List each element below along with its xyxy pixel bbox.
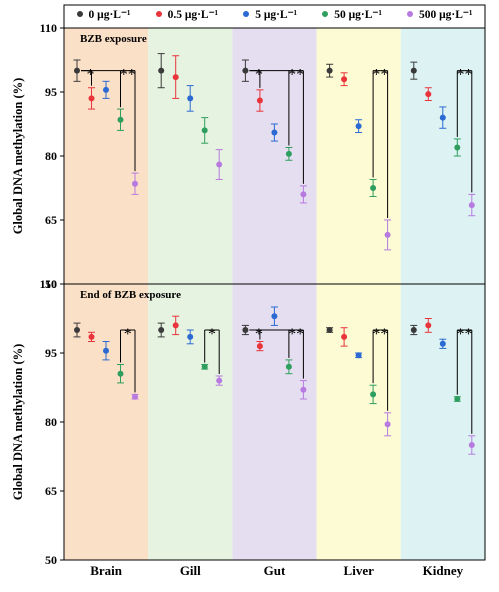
legend-label: 50 μg·L⁻¹	[334, 9, 382, 21]
data-point	[410, 327, 417, 333]
sig-mark: **	[288, 326, 304, 343]
sig-mark: *	[87, 67, 95, 84]
y-axis-label: Global DNA methylation (%)	[11, 344, 25, 501]
data-point	[454, 144, 461, 151]
data-point	[74, 67, 80, 74]
legend-item: 50 μg·L⁻¹	[322, 7, 382, 21]
legend-item: 0 μg·L⁻¹	[76, 7, 131, 21]
y-tick-label: 50	[45, 553, 57, 567]
data-point	[103, 86, 109, 93]
x-tick-label: Gill	[180, 563, 201, 578]
sig-mark: **	[288, 67, 304, 84]
data-point	[326, 67, 333, 74]
data-point	[187, 333, 194, 340]
y-tick-label: 110	[40, 277, 57, 291]
data-point	[242, 67, 249, 74]
data-point	[341, 76, 348, 83]
legend-label: 500 μg·L⁻¹	[418, 9, 473, 21]
data-point	[439, 340, 446, 347]
data-point	[117, 370, 124, 377]
sig-mark: *	[255, 326, 263, 343]
data-point	[370, 185, 377, 191]
data-point	[172, 322, 179, 329]
data-point	[370, 391, 377, 398]
data-point	[468, 442, 475, 448]
data-point	[256, 97, 263, 104]
data-point	[271, 313, 278, 320]
y-tick-label: 110	[40, 21, 57, 35]
data-point	[158, 67, 165, 74]
sig-mark: *	[255, 67, 263, 84]
sig-mark: **	[372, 326, 388, 343]
data-point	[425, 322, 432, 329]
data-point	[201, 127, 208, 134]
data-point	[103, 347, 109, 354]
legend-item: 500 μg·L⁻¹	[406, 7, 473, 21]
y-axis-label: Global DNA methylation (%)	[11, 78, 25, 235]
x-tick-label: Kidney	[423, 563, 464, 578]
sig-mark: **	[457, 67, 473, 84]
data-point	[256, 343, 263, 350]
data-point	[88, 333, 95, 340]
sig-mark: *	[208, 326, 216, 343]
data-point	[158, 327, 165, 333]
data-point	[384, 421, 391, 428]
legend-marker	[155, 11, 162, 17]
data-point	[300, 191, 307, 198]
data-point	[216, 161, 223, 168]
data-point	[355, 123, 362, 130]
data-point	[132, 180, 138, 187]
data-point	[300, 386, 307, 393]
data-point	[172, 74, 179, 81]
legend-label: 0.5 μg·L⁻¹	[167, 9, 219, 21]
data-point	[454, 396, 461, 402]
sig-mark: **	[457, 326, 473, 343]
y-tick-label: 95	[45, 85, 57, 99]
legend-item: 5 μg·L⁻¹	[243, 7, 297, 21]
data-point	[187, 95, 194, 102]
data-point	[410, 67, 417, 74]
y-tick-label: 95	[45, 346, 57, 360]
data-point	[285, 363, 292, 370]
data-point	[74, 327, 80, 333]
y-tick-label: 65	[45, 484, 57, 498]
data-point	[117, 116, 124, 123]
legend-marker	[406, 11, 413, 17]
legend-marker	[243, 11, 250, 17]
data-point	[384, 231, 391, 238]
x-tick-label: Brain	[90, 563, 123, 578]
data-point	[439, 114, 446, 121]
y-tick-label: 80	[45, 149, 57, 163]
data-point	[468, 202, 475, 209]
data-point	[88, 95, 95, 102]
data-point	[285, 150, 292, 157]
sig-mark: **	[372, 67, 388, 84]
data-point	[201, 363, 208, 370]
data-point	[326, 327, 333, 333]
x-tick-label: Liver	[344, 563, 375, 578]
panel-title: BZB exposure	[80, 33, 147, 45]
legend: 0 μg·L⁻¹ 0.5 μg·L⁻¹ 5 μg·L⁻¹ 50 μg·L⁻¹ 500 μ…	[64, 3, 485, 25]
legend-item: 0.5 μg·L⁻¹	[155, 7, 219, 21]
data-point	[132, 393, 138, 400]
legend-label: 5 μg·L⁻¹	[255, 9, 298, 21]
legend-marker	[322, 11, 329, 17]
data-point	[355, 352, 362, 359]
sig-mark: **	[120, 67, 136, 84]
panel-title: End of BZB exposure	[80, 289, 181, 301]
data-point	[216, 377, 223, 384]
legend-marker	[76, 11, 83, 17]
data-point	[425, 91, 432, 98]
y-tick-label: 65	[45, 213, 57, 227]
x-tick-label: Gut	[264, 563, 286, 578]
data-point	[271, 129, 278, 136]
data-point	[242, 327, 249, 333]
y-tick-label: 50	[45, 277, 57, 291]
legend-label: 0 μg·L⁻¹	[88, 9, 131, 21]
y-tick-label: 80	[45, 415, 57, 429]
data-point	[341, 333, 348, 340]
sig-mark: *	[124, 326, 132, 343]
